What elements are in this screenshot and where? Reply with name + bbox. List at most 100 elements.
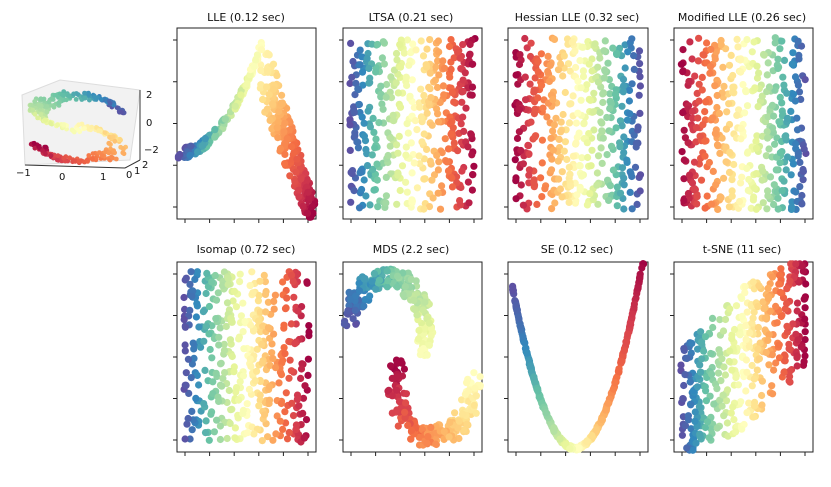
point [408, 196, 416, 204]
point [616, 143, 624, 151]
point [758, 401, 766, 409]
point [723, 419, 732, 427]
point [600, 74, 609, 82]
point [534, 57, 542, 65]
point [295, 186, 303, 194]
point [583, 201, 592, 209]
point [99, 153, 105, 159]
point [772, 166, 780, 174]
point [237, 312, 245, 320]
point [107, 101, 113, 106]
point [519, 201, 528, 209]
point [705, 434, 713, 442]
point [775, 354, 784, 362]
point [626, 188, 634, 196]
point [601, 67, 609, 75]
point [56, 100, 62, 106]
point [468, 151, 476, 159]
point [736, 56, 744, 64]
point [73, 158, 78, 164]
point [711, 129, 720, 137]
point [346, 121, 354, 129]
point [440, 428, 448, 436]
point [401, 414, 409, 422]
point [227, 318, 236, 326]
point [76, 158, 82, 164]
point [299, 202, 307, 210]
point [373, 176, 381, 184]
point [786, 367, 794, 375]
point [368, 151, 376, 159]
point [537, 174, 545, 182]
point [750, 38, 758, 46]
point [299, 409, 307, 417]
point [770, 181, 778, 189]
point [765, 83, 774, 91]
point [738, 425, 746, 433]
point [566, 67, 574, 75]
point [73, 97, 79, 102]
point [576, 186, 584, 194]
point [623, 156, 631, 164]
point [620, 133, 628, 141]
point [687, 425, 695, 433]
point [30, 107, 36, 113]
point [774, 194, 782, 202]
point [628, 310, 636, 318]
point [525, 171, 533, 179]
point [266, 116, 274, 124]
point [463, 379, 471, 387]
point [534, 386, 542, 395]
point [398, 162, 407, 170]
point [181, 323, 189, 331]
point [277, 399, 285, 408]
point [280, 344, 288, 352]
point [799, 165, 807, 174]
point [598, 119, 606, 127]
3d-x-axis [24, 164, 126, 169]
point [794, 81, 803, 89]
point [720, 363, 728, 371]
point [758, 176, 766, 184]
point [720, 412, 728, 420]
point [186, 151, 194, 159]
point [366, 123, 374, 131]
point [416, 103, 424, 111]
point [472, 392, 480, 400]
point [792, 188, 800, 196]
point [403, 81, 411, 90]
point [726, 148, 734, 156]
point [627, 320, 635, 329]
point [66, 93, 72, 99]
point [783, 153, 792, 161]
point [297, 365, 306, 373]
point [410, 159, 418, 167]
point [522, 96, 530, 104]
point [211, 126, 219, 134]
point [470, 401, 478, 409]
point [685, 171, 694, 179]
point [456, 54, 464, 62]
point [383, 80, 391, 89]
point [188, 360, 196, 368]
point [218, 282, 227, 290]
point [273, 72, 281, 80]
point [701, 108, 709, 116]
point [231, 434, 239, 442]
point [246, 71, 254, 79]
point [401, 283, 409, 291]
point [279, 425, 287, 433]
point [425, 83, 433, 91]
point [262, 83, 271, 91]
point [259, 322, 267, 330]
panel-title: Hessian LLE (0.32 sec) [514, 11, 640, 24]
3d-xtick: −1 [16, 168, 31, 179]
point [372, 135, 380, 143]
point [192, 313, 200, 321]
point [449, 124, 457, 132]
point [215, 333, 223, 341]
point [236, 270, 244, 278]
point [414, 335, 423, 343]
point [787, 171, 795, 179]
point [716, 316, 724, 324]
